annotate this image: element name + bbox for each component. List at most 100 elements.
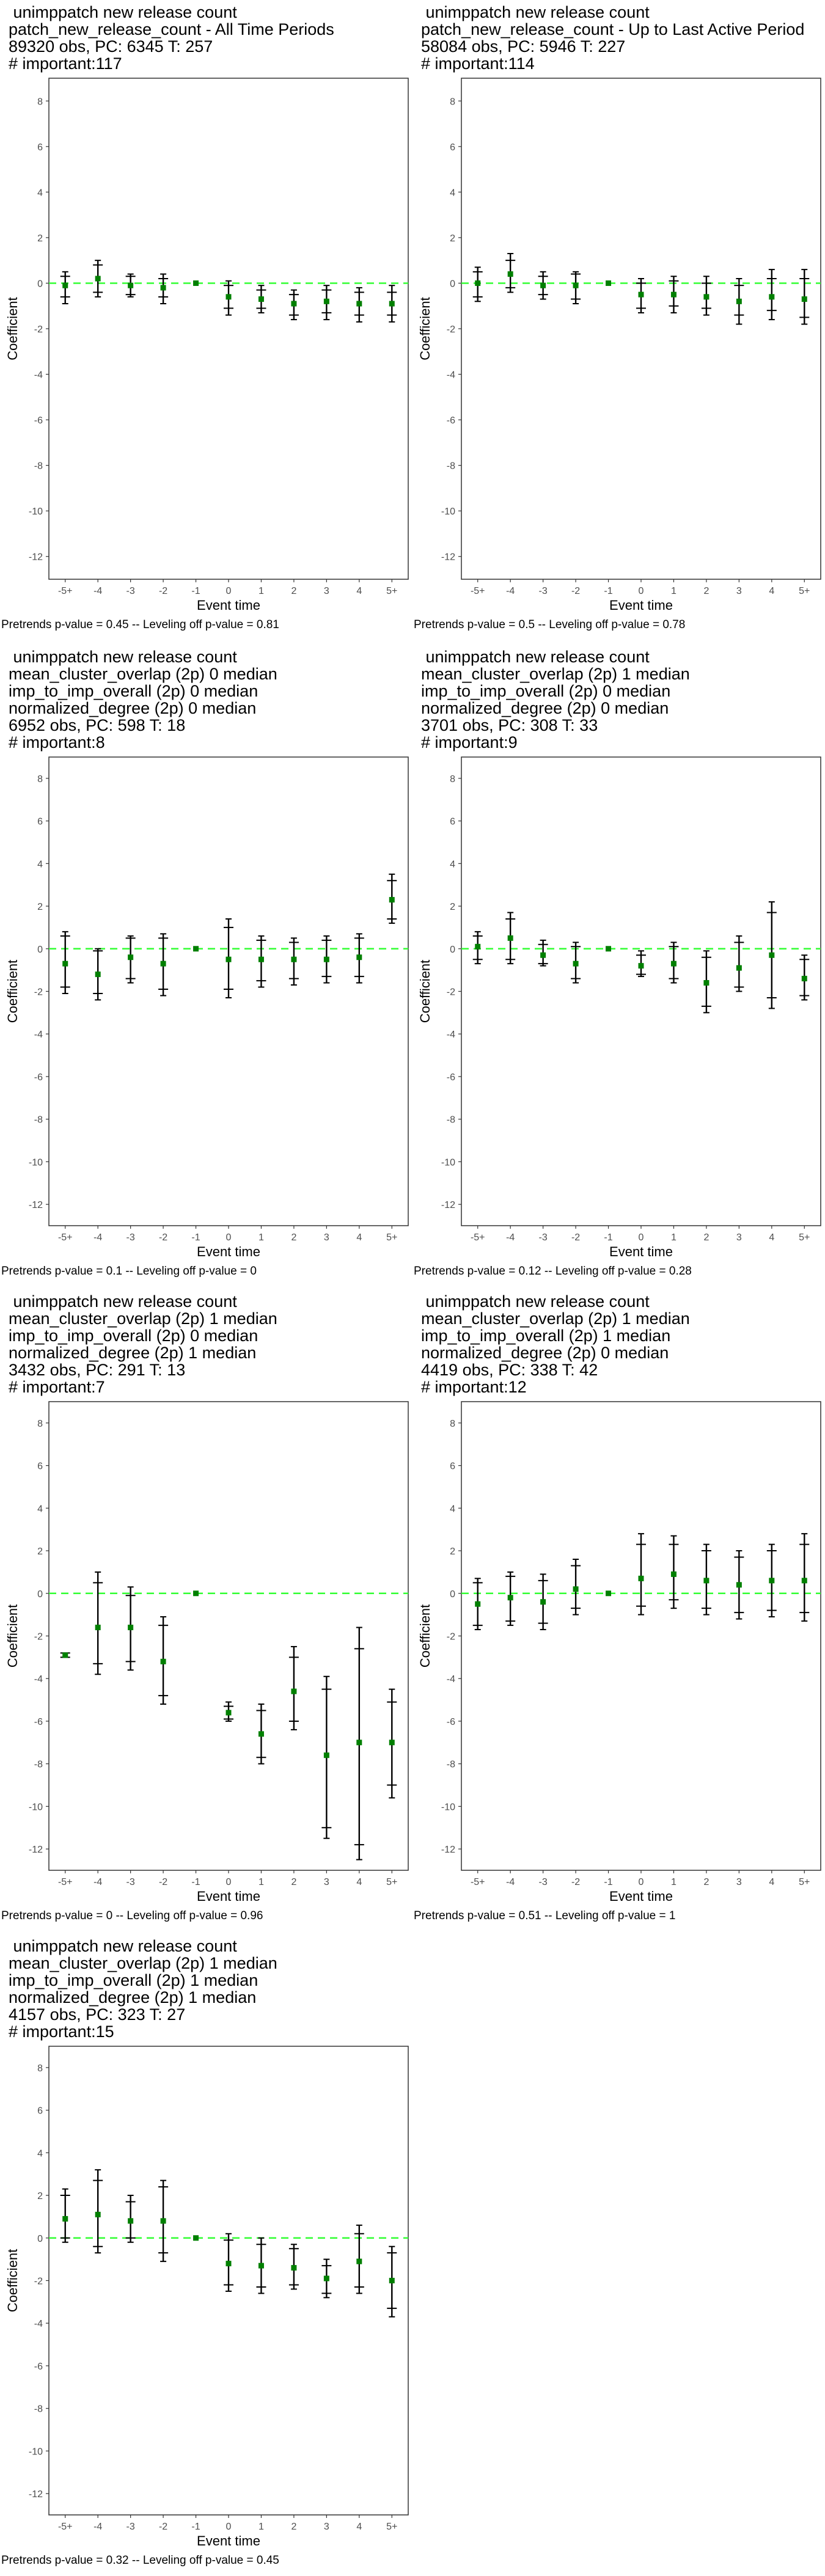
title-line: mean_cluster_overlap (2p) 1 median xyxy=(421,1309,690,1328)
estimate-point xyxy=(323,2275,329,2281)
y-tick-label: -10 xyxy=(29,1157,43,1168)
estimate-point xyxy=(62,961,68,967)
y-tick-label: -12 xyxy=(29,1200,43,1210)
estimate-point xyxy=(128,954,134,961)
x-tick-label: -3 xyxy=(127,1877,135,1887)
y-tick-label: 4 xyxy=(450,859,455,869)
x-tick-label: -4 xyxy=(506,1877,515,1887)
estimate-point xyxy=(638,291,644,298)
x-axis-title: Event time xyxy=(609,1889,673,1904)
estimate-point xyxy=(226,2261,232,2267)
x-tick-label: 3 xyxy=(324,1877,329,1887)
x-tick-label: 0 xyxy=(226,1877,232,1887)
chart-title: unimppatch new release count patch_new_re… xyxy=(421,4,804,72)
x-tick-label: -4 xyxy=(94,2522,102,2532)
title-line: mean_cluster_overlap (2p) 1 median xyxy=(9,1309,277,1328)
estimate-point xyxy=(291,1688,297,1694)
y-tick-label: -2 xyxy=(447,987,455,998)
y-tick-label: 8 xyxy=(450,774,455,785)
x-tick-label: 2 xyxy=(291,1232,296,1243)
estimate-point xyxy=(573,961,579,967)
estimate-point xyxy=(160,285,166,291)
x-tick-label: 1 xyxy=(258,2522,264,2532)
y-tick-label: -4 xyxy=(34,1030,43,1040)
estimate-point xyxy=(226,294,232,300)
y-tick-label: -6 xyxy=(447,1717,455,1727)
title-line: 3701 obs, PC: 308 T: 33 xyxy=(421,716,598,734)
x-tick-label: -3 xyxy=(127,2522,135,2532)
title-line: unimppatch new release count xyxy=(421,3,650,21)
y-tick-label: 2 xyxy=(37,1546,43,1557)
y-tick-label: 0 xyxy=(37,279,43,289)
y-tick-label: -2 xyxy=(34,324,43,335)
title-line: unimppatch new release count xyxy=(9,1937,237,1955)
x-tick-label: 1 xyxy=(258,1877,264,1887)
y-axis-title: Coefficient xyxy=(417,297,433,360)
title-line: unimppatch new release count xyxy=(9,648,237,666)
title-line: normalized_degree (2p) 0 median xyxy=(421,1344,669,1362)
y-tick-label: 6 xyxy=(450,817,455,827)
y-tick-label: -4 xyxy=(34,2319,43,2329)
x-tick-label: 2 xyxy=(291,2522,296,2532)
title-line: imp_to_imp_overall (2p) 0 median xyxy=(9,682,258,700)
estimate-point xyxy=(540,952,546,958)
estimate-point xyxy=(128,282,134,288)
y-tick-label: -10 xyxy=(441,507,455,517)
estimate-point xyxy=(193,946,199,952)
estimate-point xyxy=(226,1710,232,1716)
estimate-point xyxy=(507,271,513,277)
y-tick-label: 2 xyxy=(450,1546,455,1557)
pvalue-note: Pretrends p-value = 0.45 -- Leveling off… xyxy=(1,618,279,631)
x-tick-label: 3 xyxy=(736,586,742,596)
estimate-point xyxy=(573,282,579,288)
pvalue-note: Pretrends p-value = 0.1 -- Leveling off … xyxy=(1,1265,257,1278)
title-line: mean_cluster_overlap (2p) 1 median xyxy=(9,1954,277,1972)
estimate-point xyxy=(226,956,232,962)
x-tick-label: -4 xyxy=(506,1232,515,1243)
estimate-point xyxy=(475,943,481,950)
x-tick-label: 3 xyxy=(324,1232,329,1243)
x-tick-label: 3 xyxy=(736,1232,742,1243)
estimate-point xyxy=(703,980,710,986)
x-tick-label: 0 xyxy=(226,2522,232,2532)
estimate-point xyxy=(540,1599,546,1605)
y-tick-label: -8 xyxy=(34,1760,43,1770)
y-tick-label: -6 xyxy=(34,1717,43,1727)
chart-panel: unimppatch new release count mean_cluster… xyxy=(413,645,825,1286)
y-tick-label: 0 xyxy=(37,945,43,955)
x-tick-label: -4 xyxy=(94,586,102,596)
y-tick-label: -2 xyxy=(447,1632,455,1642)
y-tick-label: 4 xyxy=(37,188,43,198)
x-axis-title: Event time xyxy=(609,598,673,613)
chart-panel: unimppatch new release count patch_new_re… xyxy=(0,0,413,642)
estimate-point xyxy=(356,954,362,961)
x-tick-label: 4 xyxy=(356,2522,362,2532)
x-tick-label: -4 xyxy=(94,1232,102,1243)
estimate-point xyxy=(801,976,807,982)
estimate-point xyxy=(95,276,101,282)
y-tick-label: -2 xyxy=(34,2277,43,2287)
y-tick-label: -8 xyxy=(447,1115,455,1125)
title-line: normalized_degree (2p) 1 median xyxy=(9,1344,257,1362)
estimate-point xyxy=(95,2211,101,2217)
x-axis-title: Event time xyxy=(609,1244,673,1259)
x-tick-label: -1 xyxy=(191,1877,200,1887)
y-tick-label: 4 xyxy=(37,2148,43,2159)
estimate-point xyxy=(323,1752,329,1758)
y-tick-label: -2 xyxy=(34,987,43,998)
y-axis-title: Coefficient xyxy=(5,2249,20,2313)
y-tick-label: -4 xyxy=(447,1030,455,1040)
y-tick-label: -12 xyxy=(441,552,455,563)
y-tick-label: 6 xyxy=(37,142,43,153)
y-tick-label: 0 xyxy=(450,279,455,289)
estimate-point xyxy=(801,296,807,302)
estimate-point xyxy=(736,965,742,971)
y-tick-label: -10 xyxy=(29,2446,43,2457)
x-axis-title: Event time xyxy=(197,1889,260,1904)
estimate-point xyxy=(193,280,199,286)
x-tick-label: -5+ xyxy=(471,1232,485,1243)
y-tick-label: 8 xyxy=(37,1419,43,1429)
